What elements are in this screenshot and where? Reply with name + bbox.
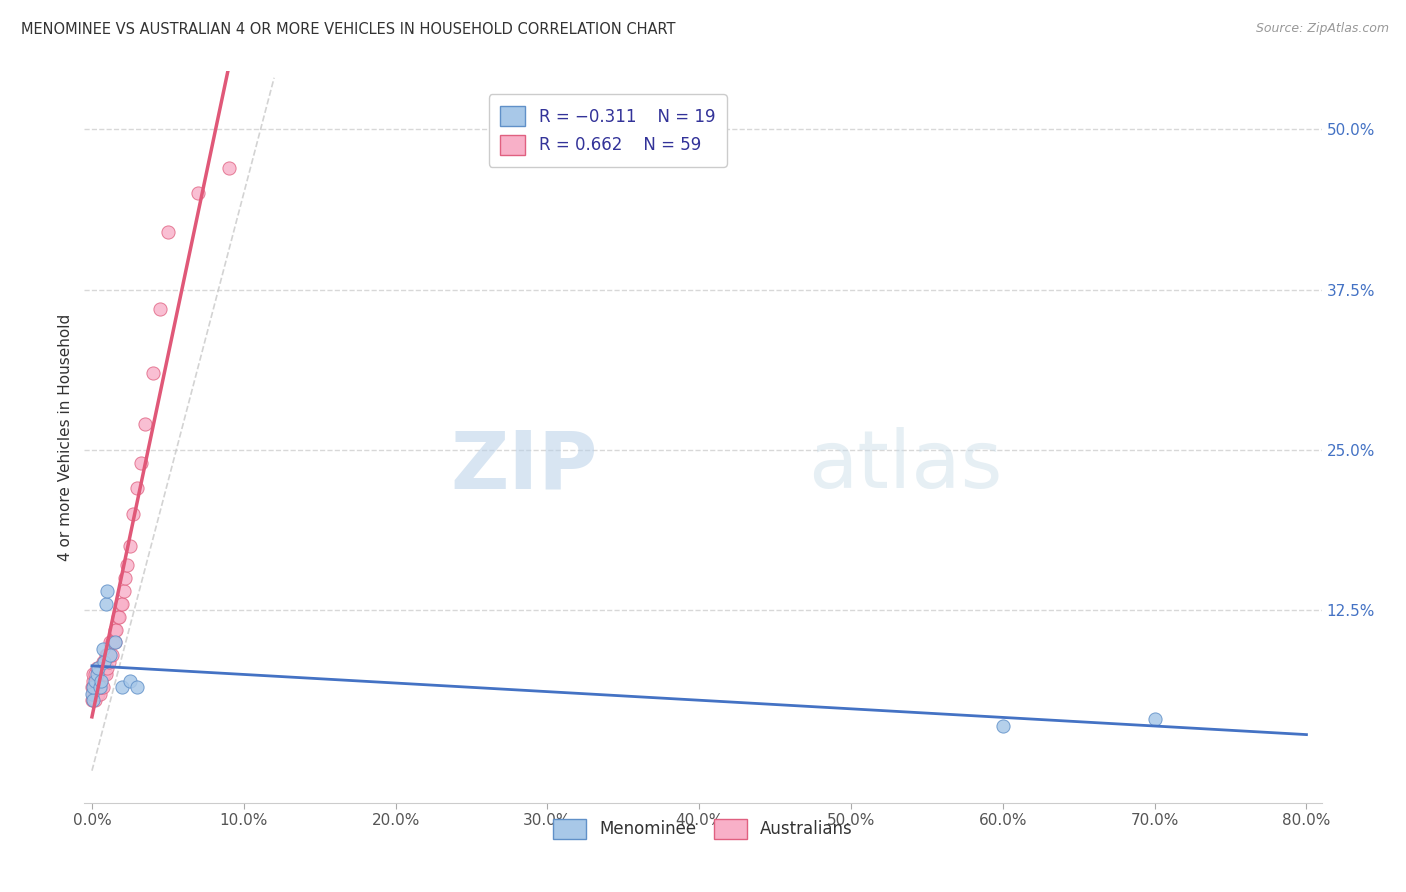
Point <box>80 687 103 701</box>
Point <box>86 681 108 695</box>
Point <box>89 681 111 695</box>
Point <box>111 681 134 695</box>
Point <box>96 661 118 675</box>
Point <box>89 673 111 688</box>
Point <box>142 366 165 380</box>
Point <box>84 667 107 681</box>
Point <box>82 693 104 707</box>
Point <box>91 681 114 695</box>
Point <box>112 584 135 599</box>
Legend: Menominee, Australians: Menominee, Australians <box>547 812 859 846</box>
Text: MENOMINEE VS AUSTRALIAN 4 OR MORE VEHICLES IN HOUSEHOLD CORRELATION CHART: MENOMINEE VS AUSTRALIAN 4 OR MORE VEHICL… <box>21 22 676 37</box>
Point <box>149 301 172 316</box>
Point <box>86 667 108 681</box>
Point <box>110 597 132 611</box>
Text: atlas: atlas <box>808 427 1002 506</box>
Point <box>93 655 115 669</box>
Point <box>98 648 121 663</box>
Point <box>156 225 179 239</box>
Point <box>86 661 108 675</box>
Point <box>104 635 127 649</box>
Y-axis label: 4 or more Vehicles in Household: 4 or more Vehicles in Household <box>58 313 73 561</box>
Point <box>103 635 125 649</box>
Text: ZIP: ZIP <box>450 427 598 506</box>
Point <box>90 673 112 688</box>
Point <box>187 186 209 201</box>
Point <box>98 635 121 649</box>
Point <box>94 667 117 681</box>
Point <box>94 648 117 663</box>
Point <box>991 719 1014 733</box>
Point <box>93 655 115 669</box>
Point <box>90 661 112 675</box>
Point <box>94 597 117 611</box>
Point <box>127 681 149 695</box>
Point <box>82 673 104 688</box>
Point <box>114 571 136 585</box>
Point <box>90 681 112 695</box>
Point <box>84 687 107 701</box>
Point <box>90 673 112 688</box>
Point <box>129 456 152 470</box>
Point <box>82 667 104 681</box>
Point <box>87 661 110 675</box>
Point <box>100 648 122 663</box>
Point <box>118 673 141 688</box>
Point <box>82 693 104 707</box>
Point <box>82 681 104 695</box>
Point <box>115 558 138 573</box>
Point <box>100 635 122 649</box>
Point <box>108 609 131 624</box>
Point <box>98 648 121 663</box>
Point <box>82 687 104 701</box>
Point <box>104 623 127 637</box>
Point <box>89 681 111 695</box>
Point <box>134 417 156 432</box>
Point <box>118 539 141 553</box>
Point <box>84 693 107 707</box>
Point <box>89 687 111 701</box>
Point <box>107 609 129 624</box>
Point <box>104 635 127 649</box>
Point <box>86 687 108 701</box>
Point <box>82 681 104 695</box>
Point <box>84 681 107 695</box>
Point <box>93 667 115 681</box>
Point <box>127 482 149 496</box>
Point <box>86 673 108 688</box>
Point <box>87 681 110 695</box>
Point <box>111 597 134 611</box>
Point <box>97 655 120 669</box>
Point <box>80 681 103 695</box>
Text: Source: ZipAtlas.com: Source: ZipAtlas.com <box>1256 22 1389 36</box>
Point <box>84 673 107 688</box>
Point <box>105 623 128 637</box>
Point <box>96 584 118 599</box>
Point <box>87 687 110 701</box>
Point <box>96 648 118 663</box>
Point <box>122 507 145 521</box>
Point <box>91 655 114 669</box>
Point <box>1143 712 1166 726</box>
Point <box>91 641 114 656</box>
Point <box>87 667 110 681</box>
Point <box>80 693 103 707</box>
Point <box>218 161 240 175</box>
Point <box>91 667 114 681</box>
